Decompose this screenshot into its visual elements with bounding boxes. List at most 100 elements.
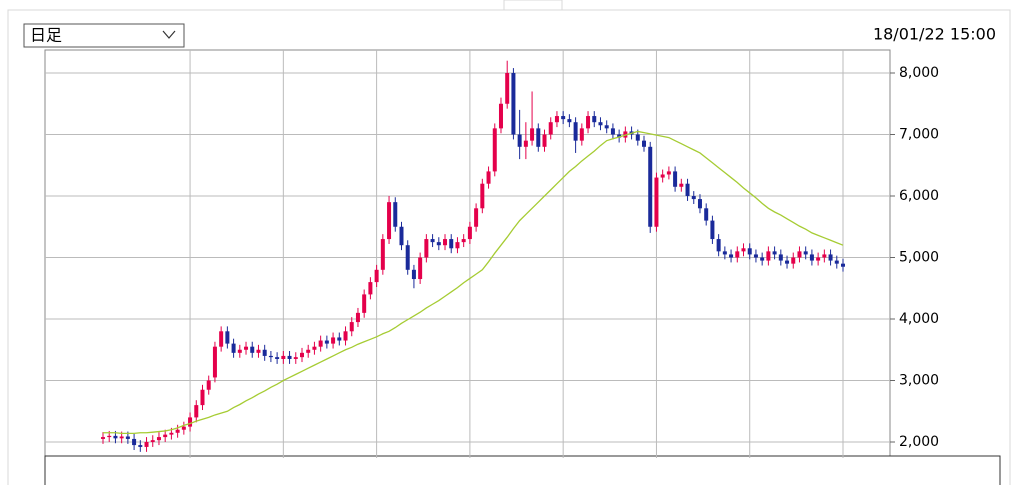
candle-body [212, 346, 217, 378]
y-tick-label: 6,000 [899, 188, 939, 204]
candle-body [125, 436, 130, 439]
candle-body [405, 245, 410, 270]
candle-body [113, 435, 118, 439]
candle-body [523, 140, 528, 147]
candle-body [554, 116, 559, 123]
candle-body [548, 122, 553, 135]
candle-body [598, 122, 603, 126]
candle-body [697, 199, 702, 209]
candle-body [735, 251, 740, 258]
candle-body [188, 417, 193, 427]
y-tick-label: 7,000 [899, 127, 939, 143]
timestamp: 18/01/22 15:00 [873, 25, 996, 44]
candle-body [809, 254, 814, 261]
candle-body [673, 171, 678, 187]
candle-body [610, 128, 615, 135]
candle-body [163, 434, 168, 438]
candle-body [654, 177, 659, 227]
candle-body [492, 128, 497, 172]
y-tick-label: 2,000 [899, 434, 939, 450]
candle-body [244, 346, 249, 350]
candle-body [778, 254, 783, 261]
candle-body [374, 269, 379, 283]
candle-body [393, 202, 398, 227]
candle-body [443, 239, 448, 246]
candle-body [449, 239, 454, 249]
candle-body [592, 116, 597, 123]
candle-body [685, 183, 690, 197]
candle-body [660, 174, 665, 178]
candle-body [299, 352, 304, 358]
candle-body [343, 331, 348, 341]
candle-body [753, 254, 758, 258]
candle-body [710, 220, 715, 240]
candle-body [722, 251, 727, 255]
candle-body [822, 254, 827, 258]
candle-body [542, 134, 547, 147]
candle-body [331, 337, 336, 344]
candle-body [635, 134, 640, 141]
candle-body [175, 429, 180, 433]
candle-body [617, 134, 622, 138]
candle-body [281, 355, 286, 359]
candle-body [704, 208, 709, 221]
candle-body [337, 337, 342, 341]
candle-body [486, 171, 491, 184]
candle-body [275, 357, 280, 359]
candle-body [144, 442, 149, 447]
candle-body [579, 128, 584, 141]
candle-body [436, 242, 441, 246]
candle-body [536, 128, 541, 147]
candle-body [424, 239, 429, 258]
candle-body [455, 242, 460, 249]
plot-area [44, 49, 891, 459]
candle-body [816, 257, 821, 261]
candle-body [256, 349, 261, 353]
y-tick-label: 3,000 [899, 373, 939, 389]
candle-body [262, 349, 267, 356]
candle-body [132, 438, 137, 446]
candle-body [511, 73, 516, 135]
candle-body [318, 340, 323, 347]
candle-body [567, 119, 572, 123]
candle-body [194, 405, 199, 418]
lower-panel [44, 455, 1001, 489]
candle-body [138, 445, 143, 447]
candle-body [418, 257, 423, 280]
candle-body [349, 322, 354, 332]
candle-body [467, 226, 472, 240]
candle-body [324, 340, 329, 344]
candle-body [387, 202, 392, 240]
tab-fragment[interactable] [503, 0, 563, 11]
candle-body [219, 331, 224, 347]
candle-body [250, 346, 255, 353]
candle-body [150, 440, 155, 443]
candle-body [293, 357, 298, 359]
candle-body [225, 331, 230, 344]
candle-body [461, 239, 466, 243]
candle-body [380, 239, 385, 270]
candle-body [237, 349, 242, 353]
dropdown-arrow [162, 30, 176, 39]
candle-body [517, 134, 522, 147]
candle-body [498, 103, 503, 129]
candle-body [747, 248, 752, 255]
candle-body [355, 312, 360, 323]
candle-body [604, 125, 609, 129]
candle-body [828, 254, 833, 261]
period-label: 日足 [30, 26, 62, 45]
candle-body [573, 122, 578, 141]
candle-body [841, 263, 845, 267]
period-dropdown[interactable] [23, 23, 185, 48]
candle-body [648, 146, 653, 227]
candle-body [231, 343, 236, 353]
candle-body [474, 208, 479, 227]
candle-body [791, 257, 796, 264]
candle-body [561, 116, 566, 120]
candle-body [268, 355, 273, 358]
candle-body [101, 437, 105, 439]
candle-body [797, 251, 802, 258]
candle-body [834, 260, 839, 264]
candle-body [716, 239, 721, 252]
candle-body [411, 269, 416, 280]
